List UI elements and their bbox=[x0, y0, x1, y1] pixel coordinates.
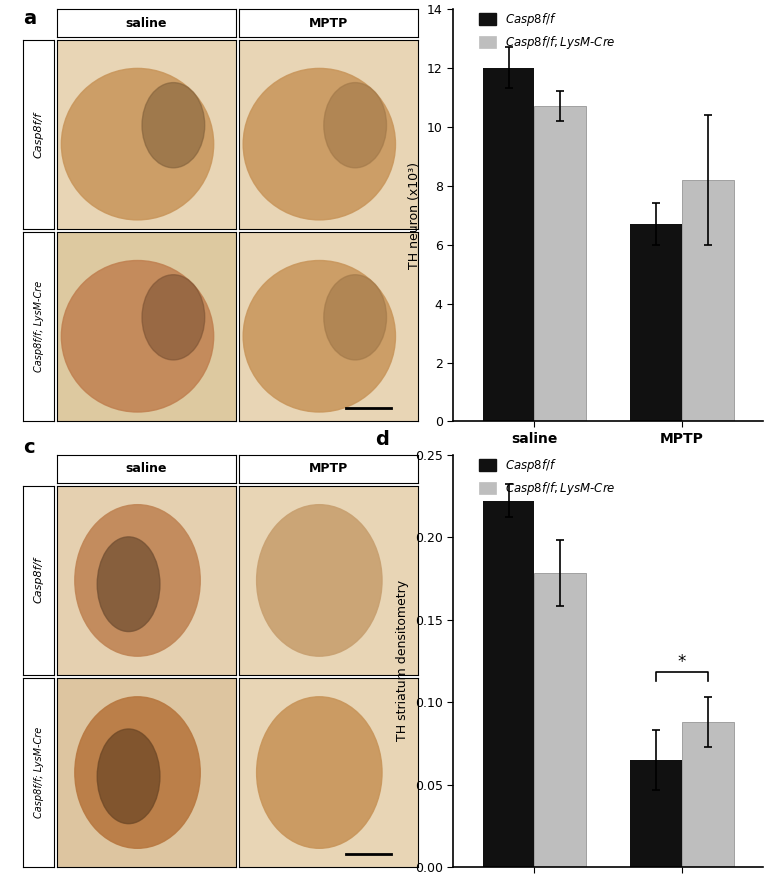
Ellipse shape bbox=[257, 505, 382, 656]
Text: MPTP: MPTP bbox=[308, 17, 348, 30]
Ellipse shape bbox=[75, 696, 200, 848]
Ellipse shape bbox=[243, 260, 396, 412]
Text: *: * bbox=[678, 653, 686, 671]
Bar bbox=[534, 574, 586, 867]
Legend: $\mathit{Casp8f/f}$, $\mathit{Casp8f/f; LysM}$-$\mathit{Cre}$: $\mathit{Casp8f/f}$, $\mathit{Casp8f/f; … bbox=[474, 6, 621, 56]
Text: saline: saline bbox=[126, 17, 167, 30]
Ellipse shape bbox=[75, 505, 200, 656]
Text: saline: saline bbox=[126, 463, 167, 476]
Text: a: a bbox=[23, 9, 36, 28]
Text: b: b bbox=[375, 0, 389, 3]
Ellipse shape bbox=[97, 729, 160, 823]
Text: Casp8f/f: Casp8f/f bbox=[34, 557, 44, 604]
Text: MPTP: MPTP bbox=[308, 463, 348, 476]
Text: c: c bbox=[23, 438, 35, 457]
Ellipse shape bbox=[62, 68, 214, 220]
Ellipse shape bbox=[324, 275, 386, 360]
Bar bbox=[631, 224, 682, 421]
Text: Casp8f/f: Casp8f/f bbox=[34, 111, 44, 158]
Ellipse shape bbox=[142, 82, 205, 168]
Bar bbox=[682, 180, 734, 421]
Ellipse shape bbox=[257, 696, 382, 848]
Ellipse shape bbox=[243, 68, 396, 220]
Legend: $\mathit{Casp8f/f}$, $\mathit{Casp8f/f; LysM}$-$\mathit{Cre}$: $\mathit{Casp8f/f}$, $\mathit{Casp8f/f; … bbox=[474, 452, 621, 501]
Bar bbox=[631, 759, 682, 867]
Y-axis label: TH striatum densitometry: TH striatum densitometry bbox=[396, 580, 409, 741]
Bar bbox=[483, 67, 534, 421]
Bar bbox=[483, 501, 534, 867]
Ellipse shape bbox=[97, 537, 160, 632]
Text: Casp8f/f; LysM-Cre: Casp8f/f; LysM-Cre bbox=[34, 281, 44, 372]
Ellipse shape bbox=[142, 275, 205, 360]
Y-axis label: TH neuron (x10³): TH neuron (x10³) bbox=[409, 162, 421, 269]
Ellipse shape bbox=[324, 82, 386, 168]
Bar bbox=[534, 106, 586, 421]
Text: d: d bbox=[375, 430, 389, 449]
Ellipse shape bbox=[62, 260, 214, 412]
Bar bbox=[682, 722, 734, 867]
Text: Casp8f/f; LysM-Cre: Casp8f/f; LysM-Cre bbox=[34, 727, 44, 818]
